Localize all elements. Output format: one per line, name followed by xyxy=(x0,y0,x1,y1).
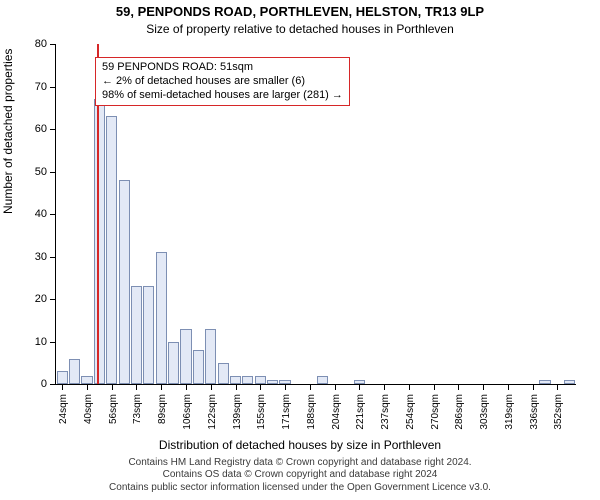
x-tick-label: 336sqm xyxy=(529,344,540,394)
x-tick-label: 254sqm xyxy=(405,344,416,394)
chart-subtitle: Size of property relative to detached ho… xyxy=(0,22,600,36)
y-tick xyxy=(50,342,56,343)
x-tick-label: 352sqm xyxy=(553,344,564,394)
chart-footer: Contains HM Land Registry data © Crown c… xyxy=(0,457,600,495)
x-tick-label: 139sqm xyxy=(232,344,243,394)
x-tick-label: 188sqm xyxy=(306,344,317,394)
x-tick-label: 303sqm xyxy=(479,344,490,394)
y-tick xyxy=(50,129,56,130)
y-tick xyxy=(50,384,56,385)
y-tick-label: 60 xyxy=(17,123,47,135)
y-tick-label: 50 xyxy=(17,166,47,178)
y-tick xyxy=(50,44,56,45)
x-tick-label: 56sqm xyxy=(108,344,119,394)
x-tick-label: 24sqm xyxy=(58,344,69,394)
y-tick xyxy=(50,257,56,258)
x-tick-label: 221sqm xyxy=(355,344,366,394)
y-axis-title: Number of detached properties xyxy=(1,49,15,214)
histogram-bar xyxy=(69,359,80,385)
y-tick-label: 10 xyxy=(17,336,47,348)
y-tick xyxy=(50,172,56,173)
histogram-bar xyxy=(143,286,154,384)
x-tick-label: 89sqm xyxy=(157,344,168,394)
footer-line: Contains OS data © Crown copyright and d… xyxy=(0,469,600,482)
histogram-bar xyxy=(267,380,278,384)
histogram-bar xyxy=(317,376,328,385)
callout-line: 98% of semi-detached houses are larger (… xyxy=(102,89,343,103)
histogram-bar xyxy=(168,342,179,385)
footer-line: Contains public sector information licen… xyxy=(0,482,600,495)
y-tick-label: 30 xyxy=(17,251,47,263)
x-tick-label: 73sqm xyxy=(132,344,143,394)
histogram-bar xyxy=(242,376,253,385)
y-tick xyxy=(50,87,56,88)
histogram-bar xyxy=(119,180,130,384)
y-tick-label: 0 xyxy=(17,378,47,390)
callout-line: 59 PENPONDS ROAD: 51sqm xyxy=(102,61,343,75)
x-tick-label: 204sqm xyxy=(331,344,342,394)
x-tick-label: 155sqm xyxy=(256,344,267,394)
x-tick-label: 106sqm xyxy=(182,344,193,394)
histogram-bar xyxy=(539,380,550,384)
y-tick-label: 20 xyxy=(17,293,47,305)
y-tick xyxy=(50,214,56,215)
x-tick-label: 286sqm xyxy=(454,344,465,394)
reference-callout: 59 PENPONDS ROAD: 51sqm← 2% of detached … xyxy=(95,57,350,106)
y-tick-label: 80 xyxy=(17,38,47,50)
histogram-bar xyxy=(564,380,575,384)
footer-line: Contains HM Land Registry data © Crown c… xyxy=(0,457,600,470)
x-tick-label: 319sqm xyxy=(504,344,515,394)
x-tick-label: 122sqm xyxy=(207,344,218,394)
callout-line: ← 2% of detached houses are smaller (6) xyxy=(102,75,343,89)
property-size-histogram: 59, PENPONDS ROAD, PORTHLEVEN, HELSTON, … xyxy=(0,0,600,500)
histogram-bar xyxy=(193,350,204,384)
x-tick-label: 270sqm xyxy=(430,344,441,394)
x-tick-label: 237sqm xyxy=(380,344,391,394)
x-tick-label: 171sqm xyxy=(281,344,292,394)
y-tick-label: 70 xyxy=(17,81,47,93)
histogram-bar xyxy=(94,99,105,384)
x-axis-title: Distribution of detached houses by size … xyxy=(0,438,600,452)
x-tick-label: 40sqm xyxy=(83,344,94,394)
histogram-bar xyxy=(218,363,229,384)
chart-title: 59, PENPONDS ROAD, PORTHLEVEN, HELSTON, … xyxy=(0,4,600,19)
y-tick xyxy=(50,299,56,300)
y-tick-label: 40 xyxy=(17,208,47,220)
